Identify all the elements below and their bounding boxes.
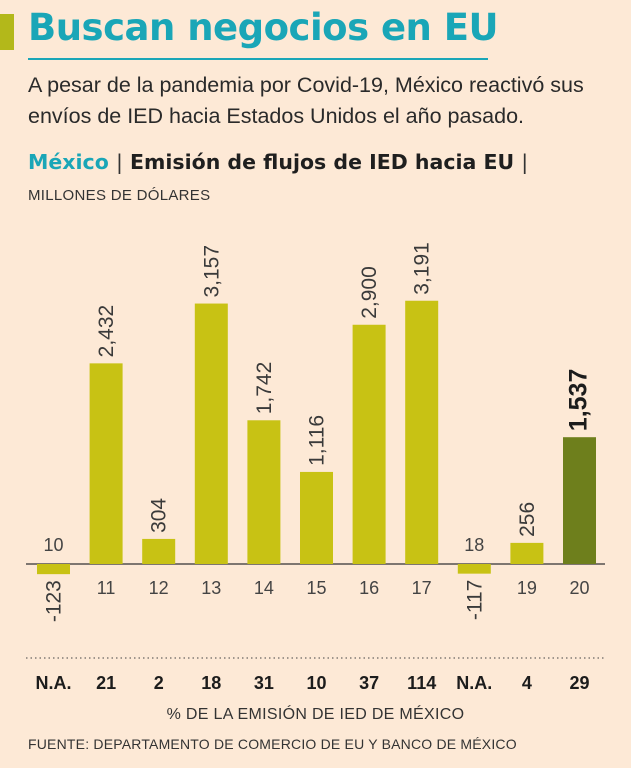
share-label: N.A. <box>456 673 492 693</box>
source-note: FUENTE: DEPARTAMENTO DE COMERCIO DE EU Y… <box>28 736 517 752</box>
tick-label: 17 <box>412 578 432 598</box>
x-axis-title: % DE LA EMISIÓN DE IED DE MÉXICO <box>166 706 465 723</box>
bar-13 <box>194 303 228 564</box>
share-label: 10 <box>306 673 326 693</box>
share-label: 114 <box>407 673 436 693</box>
data-label: -117 <box>463 580 486 620</box>
share-label: 31 <box>254 673 274 693</box>
bar-10 <box>37 564 70 575</box>
units-label: MILLONES DE DÓLARES <box>28 187 211 204</box>
bar-19 <box>510 542 544 564</box>
data-label: 256 <box>516 502 539 537</box>
heading-separator-end: | <box>521 150 529 174</box>
share-label: 21 <box>96 673 116 693</box>
bar-16 <box>352 324 386 564</box>
share-label: N.A. <box>36 673 72 693</box>
bar-17 <box>405 300 439 564</box>
tick-label: 18 <box>464 535 484 555</box>
data-label: 2,432 <box>95 305 118 358</box>
title-accent-bar <box>0 14 14 50</box>
subtitle: A pesar de la pandemia por Covid-19, Méx… <box>28 73 584 128</box>
data-label: 3,191 <box>411 242 434 295</box>
data-label: -123 <box>43 580 66 622</box>
share-label: 4 <box>522 673 532 693</box>
chart-heading: México | Emisión de flujos de IED hacia … <box>28 150 528 174</box>
chart-country: México <box>28 150 109 174</box>
data-label: 1,742 <box>253 362 276 415</box>
bar-14 <box>247 420 281 564</box>
tick-label: 20 <box>569 578 589 598</box>
data-label: 1,116 <box>306 415 329 466</box>
tick-label: 16 <box>359 578 379 598</box>
tick-label: 15 <box>306 578 326 598</box>
tick-label: 19 <box>517 578 537 598</box>
chart-metric: Emisión de flujos de IED hacia EU <box>130 150 515 174</box>
page-title: Buscan negocios en EU <box>28 6 499 49</box>
bar-11 <box>89 363 123 564</box>
share-label: 37 <box>359 673 379 693</box>
title-underline <box>28 58 488 60</box>
bar-18 <box>457 564 491 574</box>
bar-12 <box>142 538 176 564</box>
tick-label: 14 <box>254 578 274 598</box>
data-label: 1,537 <box>565 369 593 432</box>
share-label: 2 <box>154 673 164 693</box>
tick-label: 11 <box>97 578 116 598</box>
bar-20 <box>563 437 596 564</box>
data-label: 304 <box>148 498 171 533</box>
tick-label: 10 <box>43 535 63 555</box>
tick-label: 13 <box>201 578 221 598</box>
heading-separator: | <box>115 150 123 174</box>
data-label: 3,157 <box>200 245 223 298</box>
share-label: 29 <box>569 673 589 693</box>
share-label: 18 <box>201 673 221 693</box>
tick-label: 12 <box>149 578 169 598</box>
bar-15 <box>300 471 333 564</box>
data-label: 2,900 <box>358 266 381 319</box>
